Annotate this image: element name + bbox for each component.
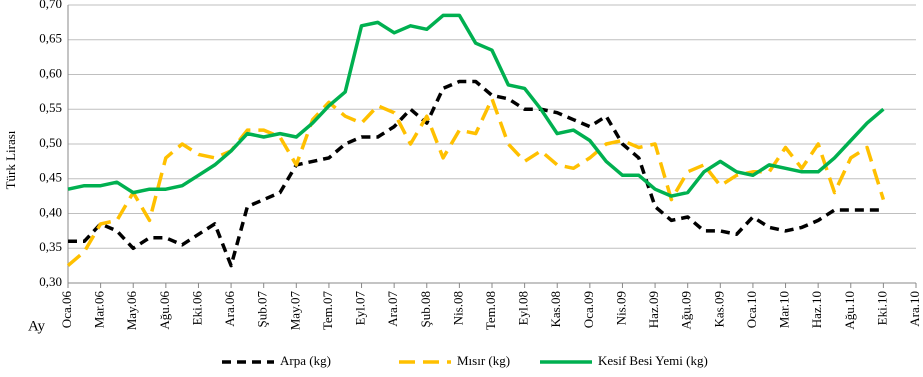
series-line <box>68 79 884 268</box>
x-tick-label: Eki.06 <box>189 291 204 326</box>
x-tick-label: Kas.08 <box>548 291 563 327</box>
x-tick-label: Şub.07 <box>255 291 270 328</box>
x-tick-label: Ara.10 <box>907 291 922 327</box>
x-tick-label: Ağu.09 <box>679 291 694 330</box>
x-tick-label: Ağu.06 <box>157 291 172 330</box>
y-tick-label: 0,35 <box>39 239 62 254</box>
x-tick-label: Oca.10 <box>744 291 759 328</box>
x-tick-label: Ara.07 <box>385 291 400 327</box>
y-tick-label: 0,70 <box>39 0 62 11</box>
x-tick-label: Ara.06 <box>222 291 237 327</box>
x-tick-label: Eyl.07 <box>353 291 368 326</box>
legend-label: Mısır (kg) <box>457 353 510 368</box>
x-tick-label: Tem.08 <box>483 291 498 330</box>
x-tick-label: Şub.08 <box>418 291 433 327</box>
legend-label: Kesif Besi Yemi (kg) <box>598 353 708 368</box>
x-tick-label: May.06 <box>124 291 139 331</box>
y-tick-label: 0,40 <box>39 204 62 219</box>
x-axis-label: Ay <box>28 318 45 334</box>
y-axis-label: Türk Lirası <box>3 130 18 189</box>
x-tick-label: Mar.10 <box>777 291 792 328</box>
x-tick-label: Kas.09 <box>711 291 726 327</box>
y-tick-label: 0,60 <box>39 65 62 80</box>
x-tick-label: Eyl.08 <box>516 291 531 325</box>
y-tick-label: 0,45 <box>39 170 62 185</box>
x-tick-label: Ağu.10 <box>842 291 857 330</box>
y-tick-label: 0,50 <box>39 135 62 150</box>
x-tick-label: Tem.07 <box>320 291 335 331</box>
x-tick-label: Nis.09 <box>613 291 628 325</box>
x-tick-label: Mar.06 <box>92 291 107 329</box>
y-tick-label: 0,30 <box>39 274 62 289</box>
y-tick-label: 0,65 <box>39 31 62 46</box>
x-tick-label: Haz.10 <box>809 291 824 328</box>
x-tick-label: Haz.09 <box>646 291 661 328</box>
x-tick-label: Oca.09 <box>581 291 596 328</box>
x-tick-label: May.07 <box>287 291 302 331</box>
series-line <box>67 13 885 198</box>
x-tick-label: Oca.06 <box>59 291 74 329</box>
x-tick-label: Nis.08 <box>450 291 465 325</box>
legend-label: Arpa (kg) <box>280 353 331 368</box>
x-tick-label: Eki.10 <box>874 291 889 325</box>
y-tick-label: 0,55 <box>39 100 62 115</box>
